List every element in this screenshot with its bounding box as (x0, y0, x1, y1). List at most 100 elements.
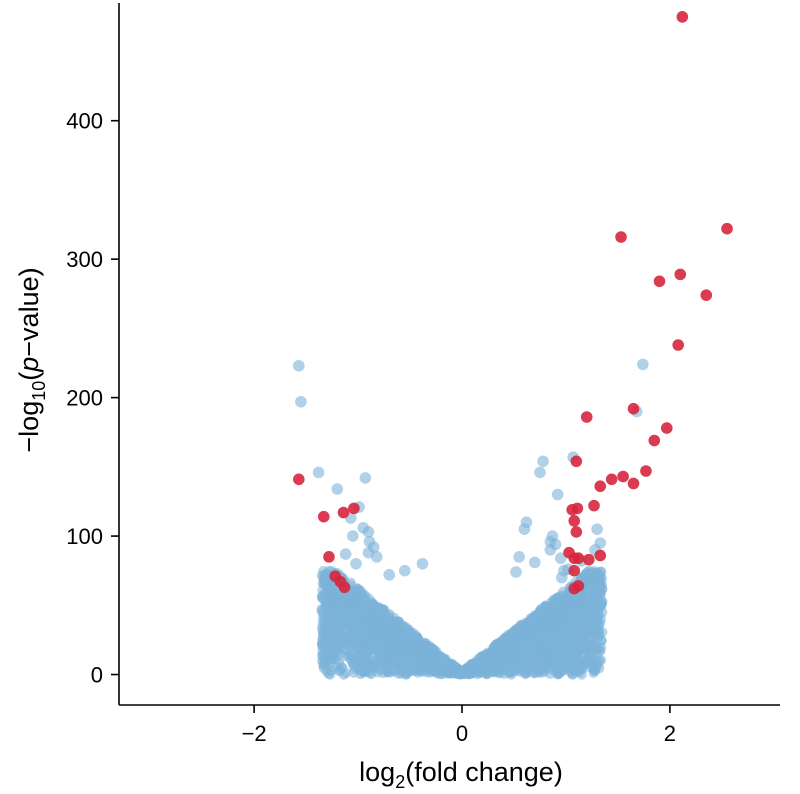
gene-point (563, 629, 575, 641)
gene-point (582, 616, 593, 628)
gene-point (381, 639, 392, 650)
significant-point (594, 549, 607, 562)
gene-point (348, 629, 359, 640)
gene-point (357, 593, 369, 604)
gene-point (596, 598, 607, 609)
gene-point (513, 637, 524, 648)
gene-point (399, 564, 411, 577)
significant-point (594, 480, 607, 493)
significant-point (672, 339, 684, 351)
gene-point (590, 572, 602, 583)
gene-point (585, 604, 596, 615)
gene-point (398, 645, 409, 656)
gene-point (550, 595, 562, 606)
significant-point (568, 515, 581, 527)
gene-point (324, 598, 335, 610)
significant-point (615, 231, 627, 243)
gene-point (537, 455, 549, 468)
gene-point (426, 660, 438, 672)
significant-point (640, 465, 652, 477)
gene-point (529, 667, 540, 678)
gene-point (322, 658, 333, 669)
gene-point (596, 635, 607, 647)
gene-point (513, 551, 525, 563)
significant-point (605, 473, 618, 486)
gene-point (473, 662, 485, 674)
gene-point (312, 466, 325, 479)
y-tick-label: 100 (66, 524, 103, 549)
y-tick-label: 0 (91, 663, 103, 688)
gene-point (582, 627, 593, 639)
data-points (293, 11, 733, 680)
gene-point (322, 584, 333, 595)
gene-point (393, 629, 404, 641)
gene-point (420, 640, 431, 651)
gene-point (591, 615, 602, 626)
gene-point (520, 666, 532, 677)
gene-point (419, 651, 430, 662)
x-tick-label: 0 (456, 721, 468, 746)
gene-point (573, 662, 584, 673)
gene-point (331, 483, 344, 495)
gene-point (517, 652, 529, 663)
gene-point (339, 548, 352, 560)
gene-point (523, 617, 534, 628)
gene-point (596, 579, 608, 591)
gene-point (333, 612, 344, 623)
significant-point (348, 502, 360, 515)
gene-point (591, 523, 603, 535)
gene-point (588, 639, 600, 651)
gene-point (322, 639, 334, 650)
significant-point (570, 526, 583, 538)
gene-point (578, 595, 589, 607)
significant-point (627, 402, 640, 415)
gene-point (528, 556, 541, 569)
significant-point (580, 411, 593, 423)
significant-point (674, 268, 687, 281)
gene-point (415, 660, 426, 672)
gene-point (555, 630, 567, 641)
gene-point (550, 641, 562, 652)
gene-point (445, 664, 456, 676)
gene-point (529, 627, 541, 639)
gene-point (367, 617, 378, 628)
gene-point (543, 625, 554, 636)
y-tick-label: 400 (66, 109, 103, 134)
gene-point (371, 658, 382, 669)
gene-point (293, 359, 305, 372)
gene-point (589, 665, 601, 677)
y-axis-ticks: 0 100 200 300 400 (66, 109, 119, 688)
gene-point (320, 630, 331, 642)
gene-point (562, 656, 573, 667)
significant-point (676, 11, 689, 23)
significant-point (571, 502, 584, 515)
gene-point (555, 571, 568, 584)
gene-point (464, 660, 476, 671)
gene-point (570, 610, 582, 621)
significant-point (721, 222, 733, 235)
y-tick-label: 300 (66, 247, 103, 272)
gene-point (407, 641, 418, 652)
gene-point (381, 664, 392, 676)
gene-point (508, 628, 519, 639)
gene-point (333, 604, 345, 615)
gene-point (347, 658, 359, 670)
gene-point (350, 557, 362, 570)
gene-point (534, 466, 546, 479)
gene-point (362, 526, 375, 538)
gene-point (338, 669, 349, 680)
gene-point (492, 638, 503, 650)
significant-point (588, 499, 600, 512)
gene-point (510, 566, 522, 578)
significant-point (323, 551, 335, 563)
significant-point (568, 582, 581, 595)
significant-point (648, 434, 661, 447)
gene-point (518, 523, 531, 535)
significant-point (338, 581, 351, 594)
gene-point (362, 546, 375, 559)
significant-point (568, 564, 581, 577)
gene-point (544, 544, 557, 556)
gene-point (383, 569, 396, 581)
gene-point (393, 668, 404, 679)
significant-point (337, 506, 350, 519)
